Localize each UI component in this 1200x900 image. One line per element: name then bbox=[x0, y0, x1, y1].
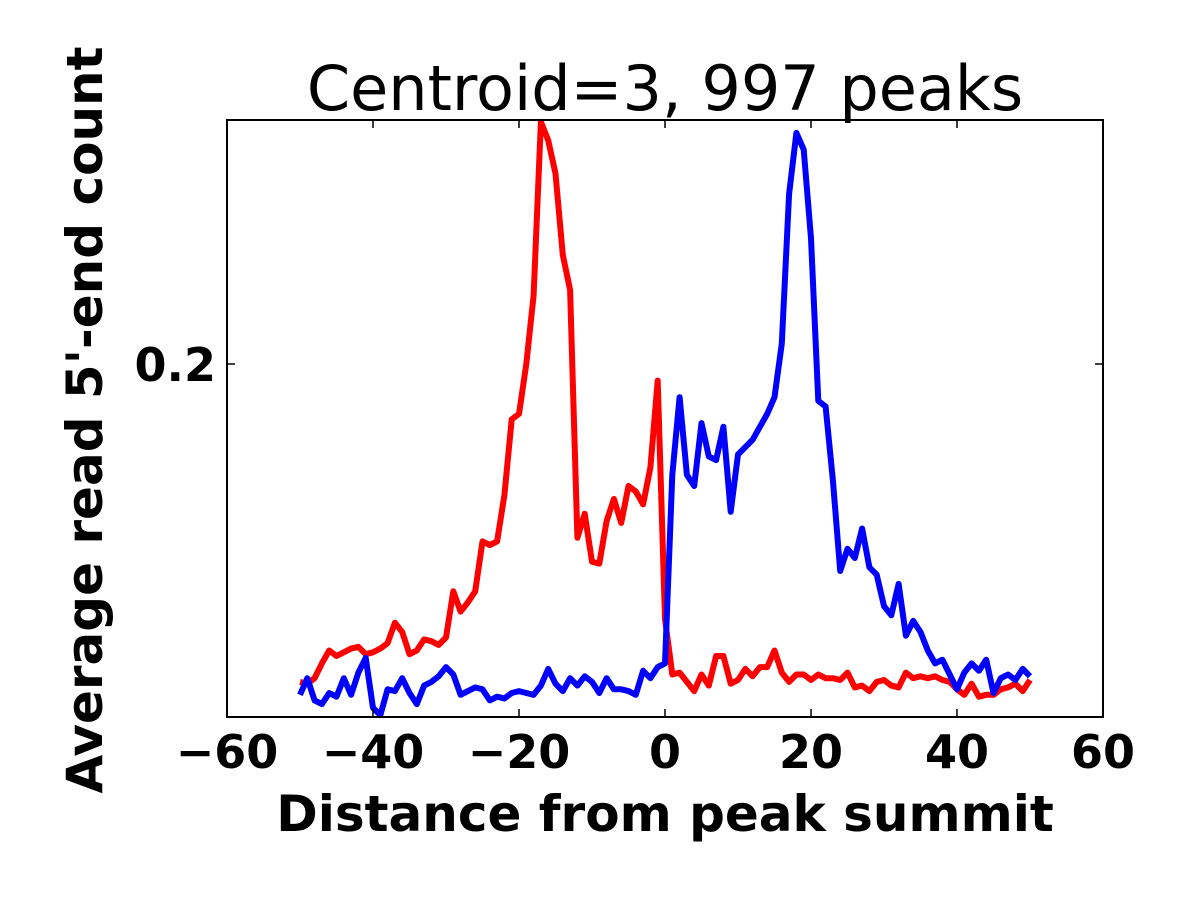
tick-labels: −60 −40 −20 0 20 40 60 0.2 bbox=[135, 338, 1136, 779]
chart-title: Centroid=3, 997 peaks bbox=[307, 52, 1023, 125]
y-axis-label: Average read 5'-end count bbox=[56, 46, 114, 793]
series-line-2 bbox=[297, 129, 1033, 719]
x-axis-label: Distance from peak summit bbox=[276, 785, 1054, 843]
x-tick-label: 60 bbox=[1071, 725, 1135, 779]
x-tick-label: −40 bbox=[322, 725, 425, 779]
axis-ticks bbox=[226, 120, 1104, 717]
x-tick-label: 0 bbox=[649, 725, 681, 779]
plot-lines bbox=[297, 118, 1033, 719]
y-tick-label: 0.2 bbox=[135, 338, 217, 392]
x-tick-label: 20 bbox=[779, 725, 843, 779]
x-tick-label: −60 bbox=[176, 725, 279, 779]
x-tick-label: −20 bbox=[468, 725, 571, 779]
x-tick-label: 40 bbox=[925, 725, 989, 779]
